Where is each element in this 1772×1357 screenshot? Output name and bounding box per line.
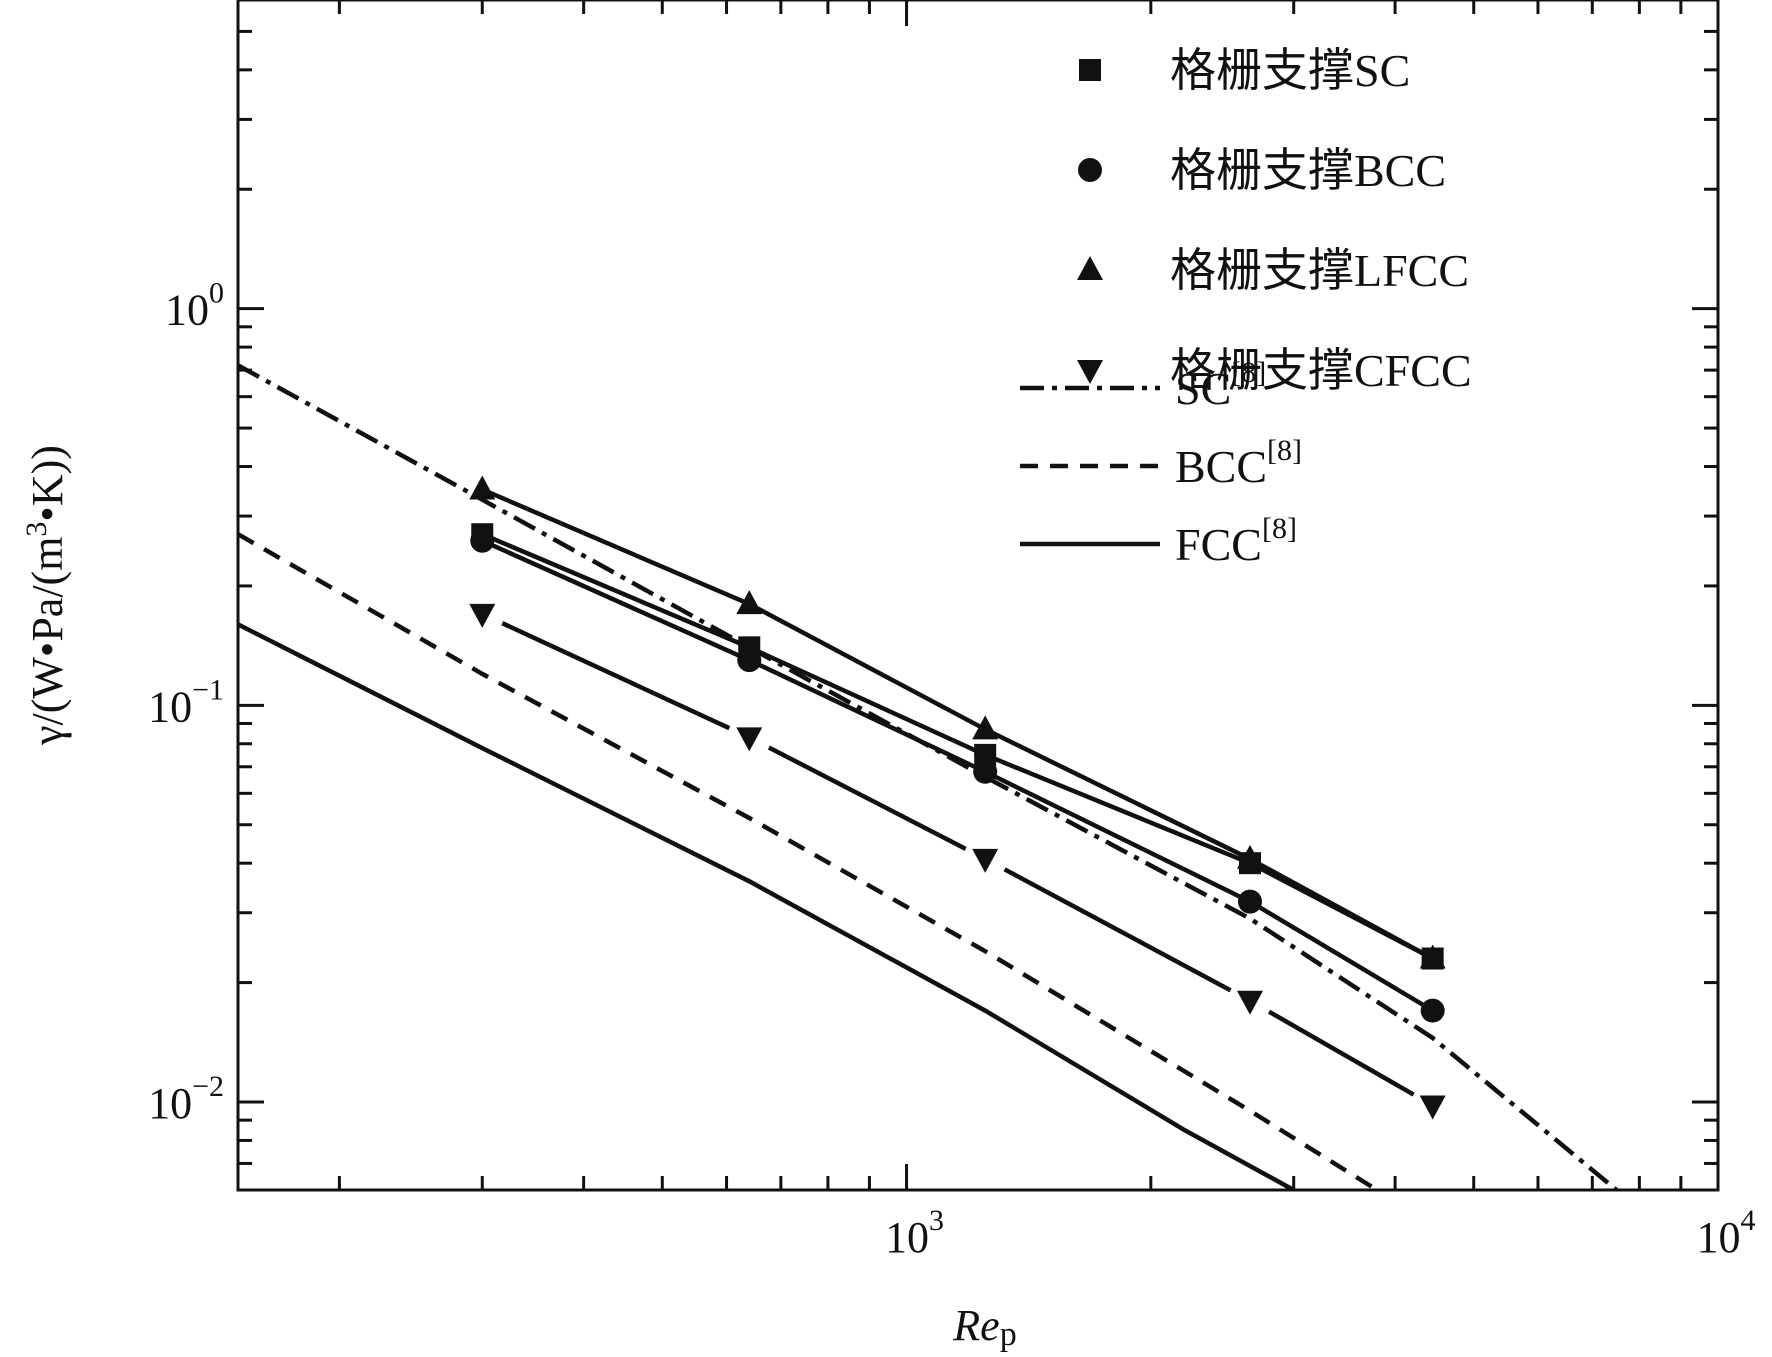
series-line-segment (748, 645, 987, 757)
data-point (973, 759, 998, 784)
legend-label: 格栅支撑BCC (1170, 145, 1446, 196)
y-axis-title: γ/(W•Pa/(m3•K)) (20, 445, 72, 746)
x-axis-title: Rep (952, 1301, 1016, 1353)
legend-label: FCC[8] (1175, 512, 1297, 570)
series-line-segment (481, 532, 751, 650)
data-point (1236, 990, 1263, 1015)
legend-label: 格栅支撑CFCC (1170, 345, 1472, 396)
series-triangle-down (469, 603, 1446, 1120)
legend-marker (1079, 59, 1101, 81)
series-line-segment (767, 745, 967, 851)
series-line-segment (748, 658, 987, 774)
data-point (469, 603, 496, 628)
plot-frame (236, 0, 1720, 1192)
reference-curves (238, 363, 1619, 1190)
data-point (1419, 944, 1446, 969)
data-point (1236, 844, 1263, 869)
legend-label: SC[8] (1175, 356, 1266, 414)
data-series (469, 475, 1446, 1120)
x-tick-label: 103 (885, 1204, 944, 1262)
series-circle (470, 528, 1445, 1023)
legend-label: 格栅支撑SC (1170, 45, 1410, 96)
series-line-segment (501, 621, 731, 731)
data-point (1419, 1095, 1446, 1120)
series-line-segment (984, 727, 1251, 861)
x-tick-label: 104 (1697, 1204, 1756, 1262)
series-line-segment (1248, 899, 1434, 1013)
data-point (737, 648, 762, 673)
series-line-segment (1267, 1009, 1415, 1097)
series-line-segment (481, 538, 751, 663)
data-point (972, 848, 999, 873)
data-point (1237, 889, 1262, 914)
data-point (1420, 998, 1445, 1023)
data-point (736, 727, 763, 752)
legend-label: 格栅支撑LFCC (1170, 245, 1469, 296)
series-line-segment (481, 487, 751, 607)
series-line-segment (984, 752, 1251, 866)
data-point (974, 743, 997, 766)
series-line-segment (984, 769, 1251, 904)
y-tick-label: 10−1 (148, 673, 224, 731)
series-line-segment (1248, 856, 1434, 961)
reference-curve-bcc (238, 532, 1379, 1190)
axis-ticks (238, 0, 1720, 1192)
data-point (469, 475, 496, 500)
legend-marker (1078, 158, 1102, 182)
data-point (972, 715, 999, 740)
series-line-segment (748, 602, 987, 732)
series-triangle-up (469, 475, 1446, 969)
reference-curve-sc (238, 363, 1619, 1190)
axis-tick-labels: 103 104 100 10−1 10−2 (148, 277, 1755, 1262)
data-point (736, 590, 763, 615)
y-tick-label: 100 (165, 277, 224, 335)
series-line-segment (1003, 867, 1232, 993)
reference-curve-fcc (238, 622, 1295, 1190)
legend-marker (1077, 360, 1103, 384)
legend-label: BCC[8] (1175, 434, 1302, 492)
data-point (470, 528, 495, 553)
y-tick-label: 10−2 (148, 1070, 224, 1128)
legend-marker (1077, 256, 1103, 280)
